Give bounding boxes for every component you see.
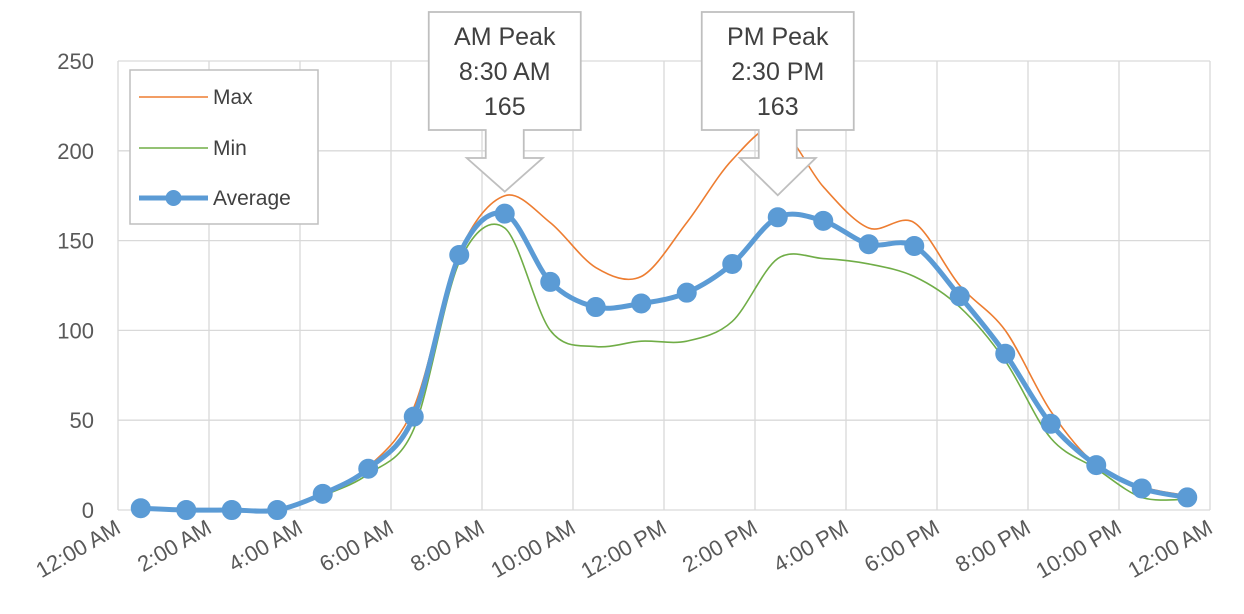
x-tick-label: 10:00 AM [487,515,580,583]
legend-marker-average [165,190,182,206]
average-data-point [631,293,652,314]
y-axis-ticks: 0 50 100 150 200 250 [57,49,94,523]
legend-label-min: Min [213,137,247,160]
x-tick-label: 6:00 PM [860,515,943,578]
y-tick-label: 100 [57,318,94,343]
average-data-point [494,203,515,224]
y-tick-label: 50 [70,408,94,433]
x-tick-label: 8:00 AM [406,515,488,577]
average-data-point [949,286,970,307]
average-data-point [813,210,834,231]
average-data-point [904,235,925,256]
average-data-point [722,253,743,274]
y-tick-label: 150 [57,229,94,254]
callout-text-line: 163 [757,93,799,121]
series-layer [130,126,1198,520]
average-data-point [449,244,470,265]
average-data-point [1086,455,1107,476]
callout-text-line: AM Peak [454,23,556,51]
x-tick-label: 12:00 PM [576,515,670,584]
x-tick-label: 6:00 AM [315,515,397,577]
average-data-point [176,500,197,520]
legend-label-max: Max [213,86,253,109]
x-tick-label: 12:00 AM [1124,515,1217,583]
x-tick-label: 2:00 AM [133,515,215,577]
x-tick-label: 4:00 AM [224,515,306,577]
legend: Max Min Average [129,69,319,225]
average-data-point [676,282,697,303]
x-tick-label: 2:00 PM [678,515,761,578]
x-tick-label: 8:00 PM [951,515,1034,578]
average-data-point [221,500,242,520]
average-data-point [312,483,333,504]
average-data-point [995,343,1016,364]
x-tick-label: 4:00 PM [769,515,852,578]
callout-text-line: PM Peak [727,23,829,51]
average-data-point [1040,413,1061,434]
average-data-point [403,406,424,427]
average-data-point [767,207,788,228]
callout-text-line: 165 [484,93,526,121]
grid [117,60,1211,511]
average-data-point [540,271,561,292]
y-tick-label: 200 [57,139,94,164]
average-data-point [585,297,606,318]
callout-shape [427,11,582,193]
x-axis-ticks: 12:00 AM 2:00 AM 4:00 AM 6:00 AM 8:00 AM10:0… [32,515,1217,584]
x-tick-label: 10:00 PM [1031,515,1125,584]
average-data-point [267,500,288,520]
average-data-point [1177,487,1198,508]
average-data-point [1131,478,1152,499]
average-data-point [358,458,379,479]
legend-label-average: Average [213,187,291,210]
average-data-point [130,498,151,519]
callout-text-line: 2:30 PM [731,58,824,86]
average-data-point [858,234,879,255]
y-tick-label: 250 [57,49,94,74]
callout-shape [700,11,855,197]
x-tick-label: 12:00 AM [32,515,125,583]
callouts: AM Peak 8:30 AM 165 PM Peak 2:30 PM 163 [427,11,855,197]
y-tick-label: 0 [82,498,94,523]
callout-text-line: 8:30 AM [459,58,551,86]
